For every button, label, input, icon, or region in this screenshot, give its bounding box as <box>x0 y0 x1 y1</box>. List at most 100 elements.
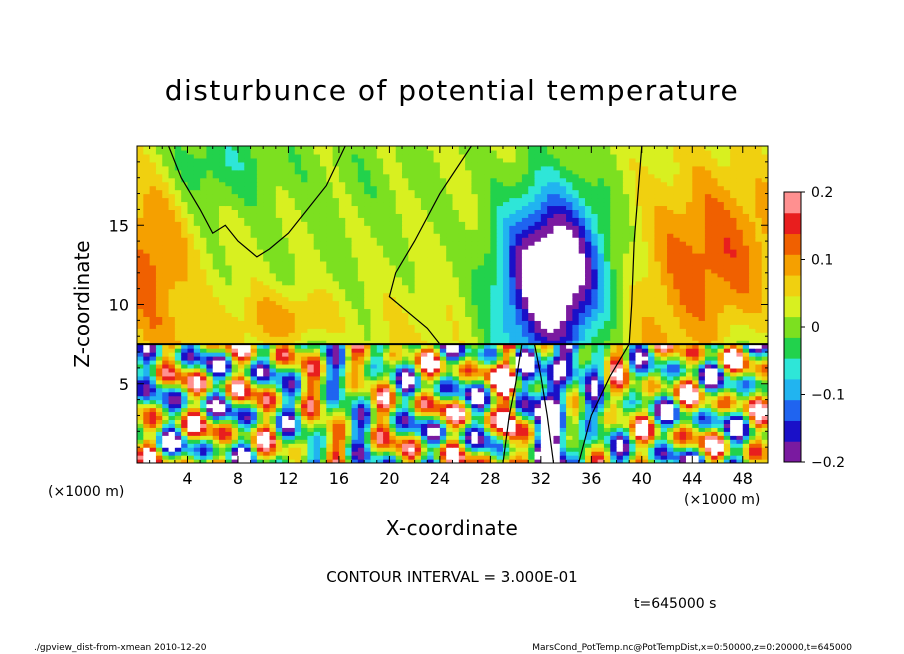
heatmap-cell <box>585 268 592 274</box>
heatmap-cell <box>465 431 473 436</box>
heatmap-cell <box>502 292 510 298</box>
heatmap-cell <box>338 288 346 294</box>
heatmap-cell <box>641 348 649 353</box>
heatmap-cell <box>673 431 681 436</box>
heatmap-cell <box>326 459 334 463</box>
heatmap-cell <box>269 320 277 325</box>
heatmap-cell <box>389 371 397 377</box>
heatmap-cell <box>515 387 523 393</box>
heatmap-cell <box>313 336 321 341</box>
heatmap-cell <box>540 375 548 381</box>
heatmap-cell <box>572 344 580 349</box>
heatmap-cell <box>370 359 378 365</box>
heatmap-cell <box>597 363 605 369</box>
heatmap-cell <box>282 344 290 349</box>
heatmap-cell <box>269 447 277 452</box>
heatmap-cell <box>414 328 422 333</box>
heatmap-cell <box>471 423 479 428</box>
heatmap-cell <box>162 272 170 278</box>
heatmap-cell <box>256 375 264 381</box>
heatmap-cell <box>269 348 277 353</box>
heatmap-cell <box>143 359 151 365</box>
heatmap-cell <box>723 284 731 290</box>
heatmap-cell <box>389 399 397 405</box>
heatmap-cell <box>717 395 725 401</box>
heatmap-cell <box>433 352 441 357</box>
heatmap-cell <box>717 284 725 290</box>
heatmap-cell <box>509 367 517 373</box>
heatmap-cell <box>181 356 189 361</box>
heatmap-cell <box>282 284 290 290</box>
heatmap-cell <box>484 296 491 302</box>
heatmap-cell <box>383 363 390 369</box>
heatmap-cell <box>490 332 498 337</box>
heatmap-cell <box>509 359 517 365</box>
heatmap-cell <box>420 403 428 409</box>
heatmap-cell <box>212 304 220 310</box>
heatmap-cell <box>212 367 220 373</box>
heatmap-cell <box>256 336 264 341</box>
heatmap-cell <box>370 308 378 314</box>
heatmap-cell <box>484 304 491 310</box>
heatmap-cell <box>528 264 536 270</box>
heatmap-cell <box>149 312 157 317</box>
heatmap-cell <box>559 403 567 409</box>
heatmap-cell <box>307 359 315 365</box>
heatmap-cell <box>528 308 536 314</box>
heatmap-cell <box>193 292 201 298</box>
heatmap-cell <box>143 403 151 409</box>
heatmap-cell <box>730 427 738 432</box>
heatmap-cell <box>357 375 365 381</box>
heatmap-cell <box>578 411 586 417</box>
heatmap-cell <box>383 344 390 349</box>
heatmap-cell <box>540 363 548 369</box>
heatmap-cell <box>509 455 517 460</box>
heatmap-cell <box>711 363 719 369</box>
heatmap-cell <box>547 312 555 317</box>
heatmap-cell <box>679 459 687 463</box>
heatmap-cell <box>364 280 372 286</box>
heatmap-cell <box>603 276 611 282</box>
heatmap-cell <box>250 439 258 444</box>
heatmap-cell <box>730 268 738 274</box>
heatmap-cell <box>193 403 201 409</box>
heatmap-cell <box>231 272 239 278</box>
heatmap-cell <box>629 328 637 333</box>
heatmap-cell <box>155 383 163 389</box>
heatmap-cell <box>610 288 618 294</box>
heatmap-cell <box>566 344 573 349</box>
heatmap-cell <box>395 340 403 345</box>
heatmap-cell <box>528 443 536 448</box>
heatmap-cell <box>200 443 208 448</box>
heatmap-cell <box>137 320 144 325</box>
heatmap-cell <box>187 272 195 278</box>
heatmap-cell <box>364 268 372 274</box>
heatmap-cell <box>219 300 226 306</box>
heatmap-cell <box>168 443 176 448</box>
heatmap-cell <box>742 371 750 377</box>
heatmap-cell <box>231 411 239 417</box>
heatmap-cell <box>168 419 176 424</box>
heatmap-cell <box>679 411 687 417</box>
heatmap-cell <box>490 383 498 389</box>
heatmap-cell <box>364 411 372 417</box>
heatmap-cell <box>256 288 264 294</box>
heatmap-cell <box>364 344 372 349</box>
heatmap-cell <box>231 344 239 349</box>
heatmap-cell <box>338 363 346 369</box>
heatmap-cell <box>193 280 201 286</box>
heatmap-cell <box>225 320 233 325</box>
heatmap-cell <box>578 407 586 413</box>
heatmap-cell <box>439 415 447 421</box>
heatmap-cell <box>187 419 195 424</box>
heatmap-cell <box>162 268 170 274</box>
heatmap-cell <box>490 375 498 381</box>
heatmap-cell <box>402 419 409 424</box>
heatmap-cell <box>566 407 573 413</box>
heatmap-cell <box>174 407 182 413</box>
heatmap-cell <box>496 391 504 397</box>
heatmap-cell <box>313 328 321 333</box>
heatmap-cell <box>496 435 504 440</box>
heatmap-cell <box>648 415 656 421</box>
